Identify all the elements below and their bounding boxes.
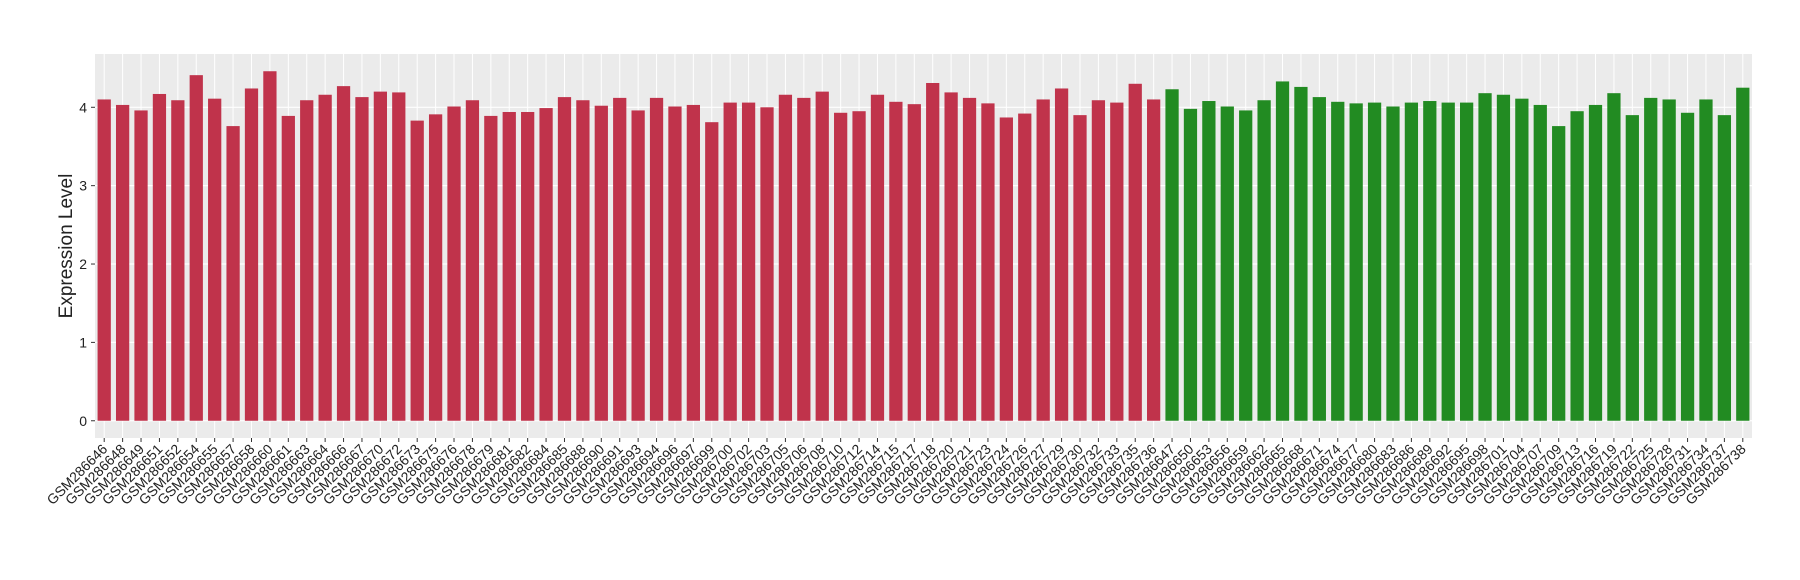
bar: [926, 82, 940, 421]
bar: [686, 104, 700, 421]
y-tick-label: 2: [79, 256, 87, 272]
bar: [999, 117, 1013, 421]
bar: [1036, 99, 1050, 421]
bar: [392, 92, 406, 421]
bar: [115, 104, 130, 421]
bar: [1423, 101, 1437, 421]
bar: [631, 110, 645, 421]
bar: [336, 86, 351, 421]
bar: [1459, 102, 1474, 421]
bar: [1699, 99, 1713, 421]
bar: [705, 122, 719, 421]
bar: [1680, 112, 1695, 421]
bar: [557, 97, 572, 421]
y-tick-label: 4: [79, 99, 87, 115]
bar: [1331, 101, 1345, 421]
bar: [1441, 102, 1455, 421]
bar: [1239, 110, 1253, 421]
bar: [1478, 93, 1492, 421]
bar: [152, 93, 167, 421]
bar: [171, 100, 185, 421]
bar: [226, 126, 240, 421]
bar: [1515, 98, 1529, 421]
bar: [1054, 88, 1069, 421]
bar: [870, 94, 885, 421]
bar: [134, 110, 148, 421]
bar: [1349, 103, 1363, 421]
bar: [889, 101, 903, 421]
bar: [797, 97, 811, 421]
bar: [484, 115, 498, 421]
bar: [1294, 86, 1308, 421]
bar: [189, 75, 203, 421]
bar: [1736, 87, 1750, 421]
bar: [1147, 99, 1161, 421]
bar: [1570, 111, 1584, 421]
bar: [1165, 89, 1179, 421]
bar: [281, 115, 295, 421]
y-tick-label: 3: [79, 178, 87, 194]
bar: [741, 102, 756, 421]
bar: [1607, 93, 1621, 421]
bar: [1552, 126, 1566, 421]
bar: [1183, 108, 1198, 421]
bar: [576, 100, 590, 421]
bar: [1312, 97, 1326, 421]
bar: [594, 105, 608, 421]
bar: [1533, 104, 1547, 421]
bar: [1662, 99, 1676, 421]
bar: [355, 97, 369, 421]
bar: [778, 94, 793, 421]
bar: [373, 91, 388, 421]
bar: [852, 111, 866, 421]
bar: [760, 107, 774, 421]
bar: [1202, 101, 1216, 421]
bar: [1367, 102, 1382, 421]
panel: [95, 54, 1752, 438]
bar: [1717, 115, 1732, 421]
bar: [465, 100, 480, 421]
bar: [300, 100, 314, 421]
bar: [502, 111, 516, 421]
bar: [1644, 97, 1658, 421]
bar: [521, 111, 535, 421]
bar: [1496, 94, 1511, 421]
bar: [244, 88, 259, 421]
bar: [410, 120, 424, 421]
bar: [944, 92, 958, 421]
bar: [1128, 83, 1142, 421]
bar: [613, 97, 627, 421]
bar: [668, 106, 682, 421]
bar: [834, 112, 848, 421]
bar: [1588, 104, 1603, 421]
bar: [447, 106, 461, 421]
bar: [208, 98, 222, 421]
bar: [539, 108, 553, 421]
bar: [723, 102, 737, 421]
bar: [1073, 115, 1087, 421]
bar: [1404, 102, 1419, 421]
bar: [1386, 106, 1400, 421]
y-axis-label: Expression Level: [56, 174, 77, 319]
bar: [1091, 100, 1106, 421]
bar: [649, 97, 664, 421]
bar: [907, 104, 921, 421]
bar: [1018, 113, 1032, 421]
bar: [1220, 106, 1234, 421]
y-tick-label: 0: [79, 413, 87, 429]
bar: [1110, 102, 1124, 421]
bar: [1625, 115, 1639, 421]
bar: [1275, 81, 1290, 421]
bar: [263, 71, 277, 421]
bar: [318, 94, 332, 421]
bar: [97, 99, 111, 421]
bar: [428, 114, 443, 421]
bar: [981, 103, 995, 421]
y-tick-label: 1: [79, 334, 87, 350]
bar: [815, 91, 829, 421]
bar: [962, 97, 977, 421]
bar: [1257, 100, 1271, 421]
